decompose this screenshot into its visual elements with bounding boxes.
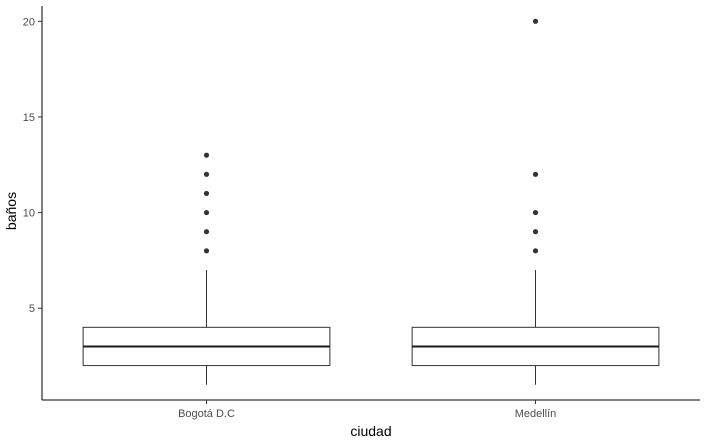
box-group bbox=[82, 152, 331, 385]
outlier-point bbox=[203, 171, 210, 177]
y-tick-label: 10 bbox=[23, 208, 35, 220]
outlier-point bbox=[532, 229, 539, 235]
x-tick-label: Medellín bbox=[515, 408, 557, 420]
plot-area bbox=[82, 18, 660, 385]
outlier-point bbox=[203, 229, 210, 235]
box-group bbox=[411, 18, 660, 385]
x-tick-label: Bogotá D.C bbox=[178, 408, 235, 420]
outlier-point bbox=[203, 190, 210, 197]
y-tick-label: 20 bbox=[23, 16, 35, 28]
y-axis-title: baños bbox=[3, 192, 19, 230]
x-axis-title: ciudad bbox=[350, 423, 391, 439]
outlier-point bbox=[203, 248, 210, 254]
outlier-point bbox=[532, 248, 539, 254]
x-axis: Bogotá D.C Medellín bbox=[42, 399, 700, 420]
outlier-point bbox=[532, 209, 539, 216]
outlier-point bbox=[203, 152, 210, 158]
outlier-point bbox=[532, 18, 539, 24]
outlier-point bbox=[203, 209, 210, 216]
outlier-point bbox=[532, 171, 539, 177]
y-tick-label: 15 bbox=[23, 112, 35, 124]
y-tick-label: 5 bbox=[29, 303, 35, 315]
y-axis: 5 10 15 20 bbox=[23, 6, 43, 400]
